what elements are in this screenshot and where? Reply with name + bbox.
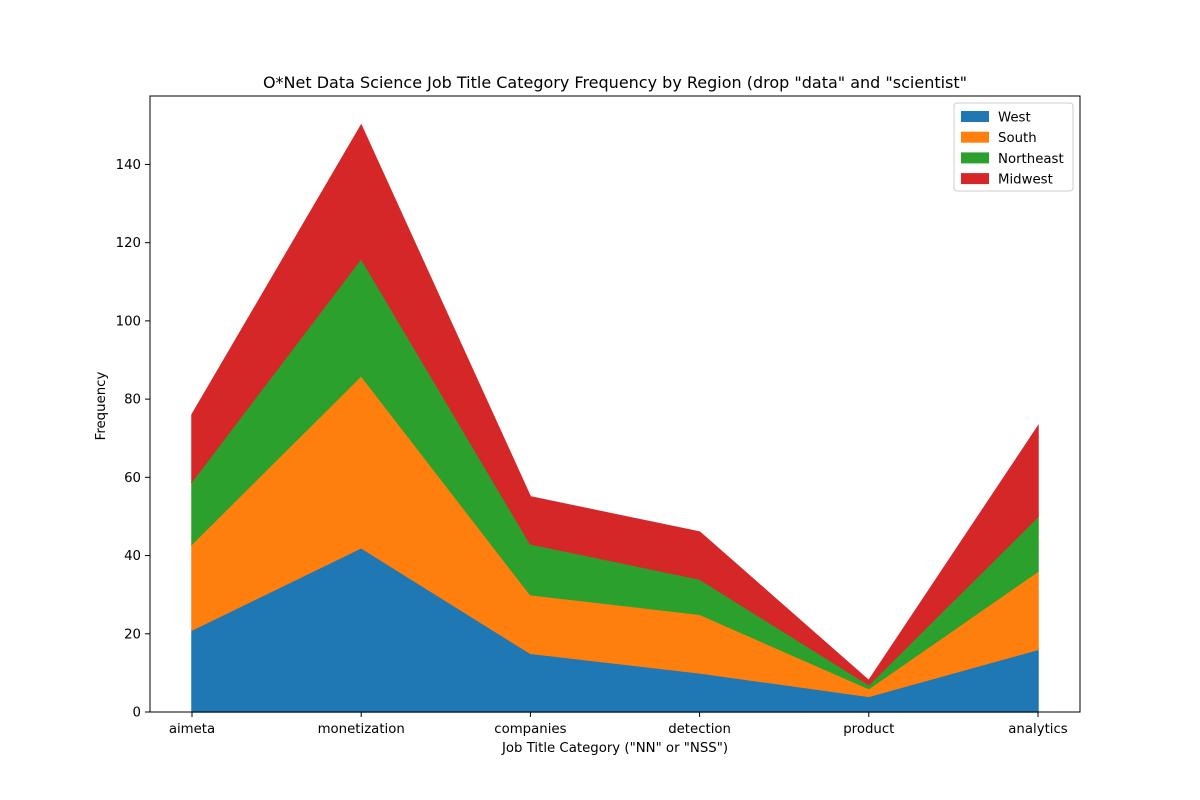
- legend-swatch-northeast: [961, 152, 989, 164]
- legend-label-south: South: [998, 131, 1037, 146]
- y-tick-label: 140: [116, 158, 141, 173]
- x-tick-label: monetization: [318, 722, 405, 737]
- legend-swatch-west: [961, 111, 989, 122]
- x-tick-label: detection: [668, 722, 731, 737]
- legend-frame: [953, 102, 1074, 192]
- legend: West South Northeast Midwest: [953, 102, 1074, 192]
- legend-label-west: West: [998, 111, 1031, 126]
- y-tick-label: 60: [124, 471, 141, 486]
- y-tick-label: 80: [124, 393, 141, 408]
- x-tick-label: analytics: [1008, 722, 1068, 737]
- x-tick-label: product: [843, 722, 894, 737]
- x-tick-label: aimeta: [169, 722, 215, 737]
- y-tick-label: 20: [124, 627, 141, 642]
- y-tick-label: 0: [133, 706, 141, 721]
- legend-label-northeast: Northeast: [998, 152, 1064, 167]
- y-tick-label: 120: [116, 236, 141, 251]
- y-axis-title: Frequency: [94, 372, 109, 441]
- legend-label-midwest: Midwest: [998, 173, 1053, 188]
- legend-swatch-midwest: [961, 173, 989, 185]
- x-axis-title: Job Title Category ("NN" or "NSS"): [501, 741, 728, 756]
- y-tick-label: 100: [116, 314, 141, 329]
- axes-group: 0 20 40 60 80 100 120 140 aimeta monetization comp…: [116, 95, 1081, 737]
- y-tick-label: 40: [124, 549, 141, 564]
- area-series-group: [191, 123, 1039, 713]
- legend-swatch-south: [961, 131, 989, 143]
- plot-frame: [149, 95, 1081, 713]
- x-tick-label: companies: [494, 722, 566, 737]
- area-midwest: [191, 123, 1039, 686]
- chart-title: O*Net Data Science Job Title Category Fr…: [263, 73, 967, 92]
